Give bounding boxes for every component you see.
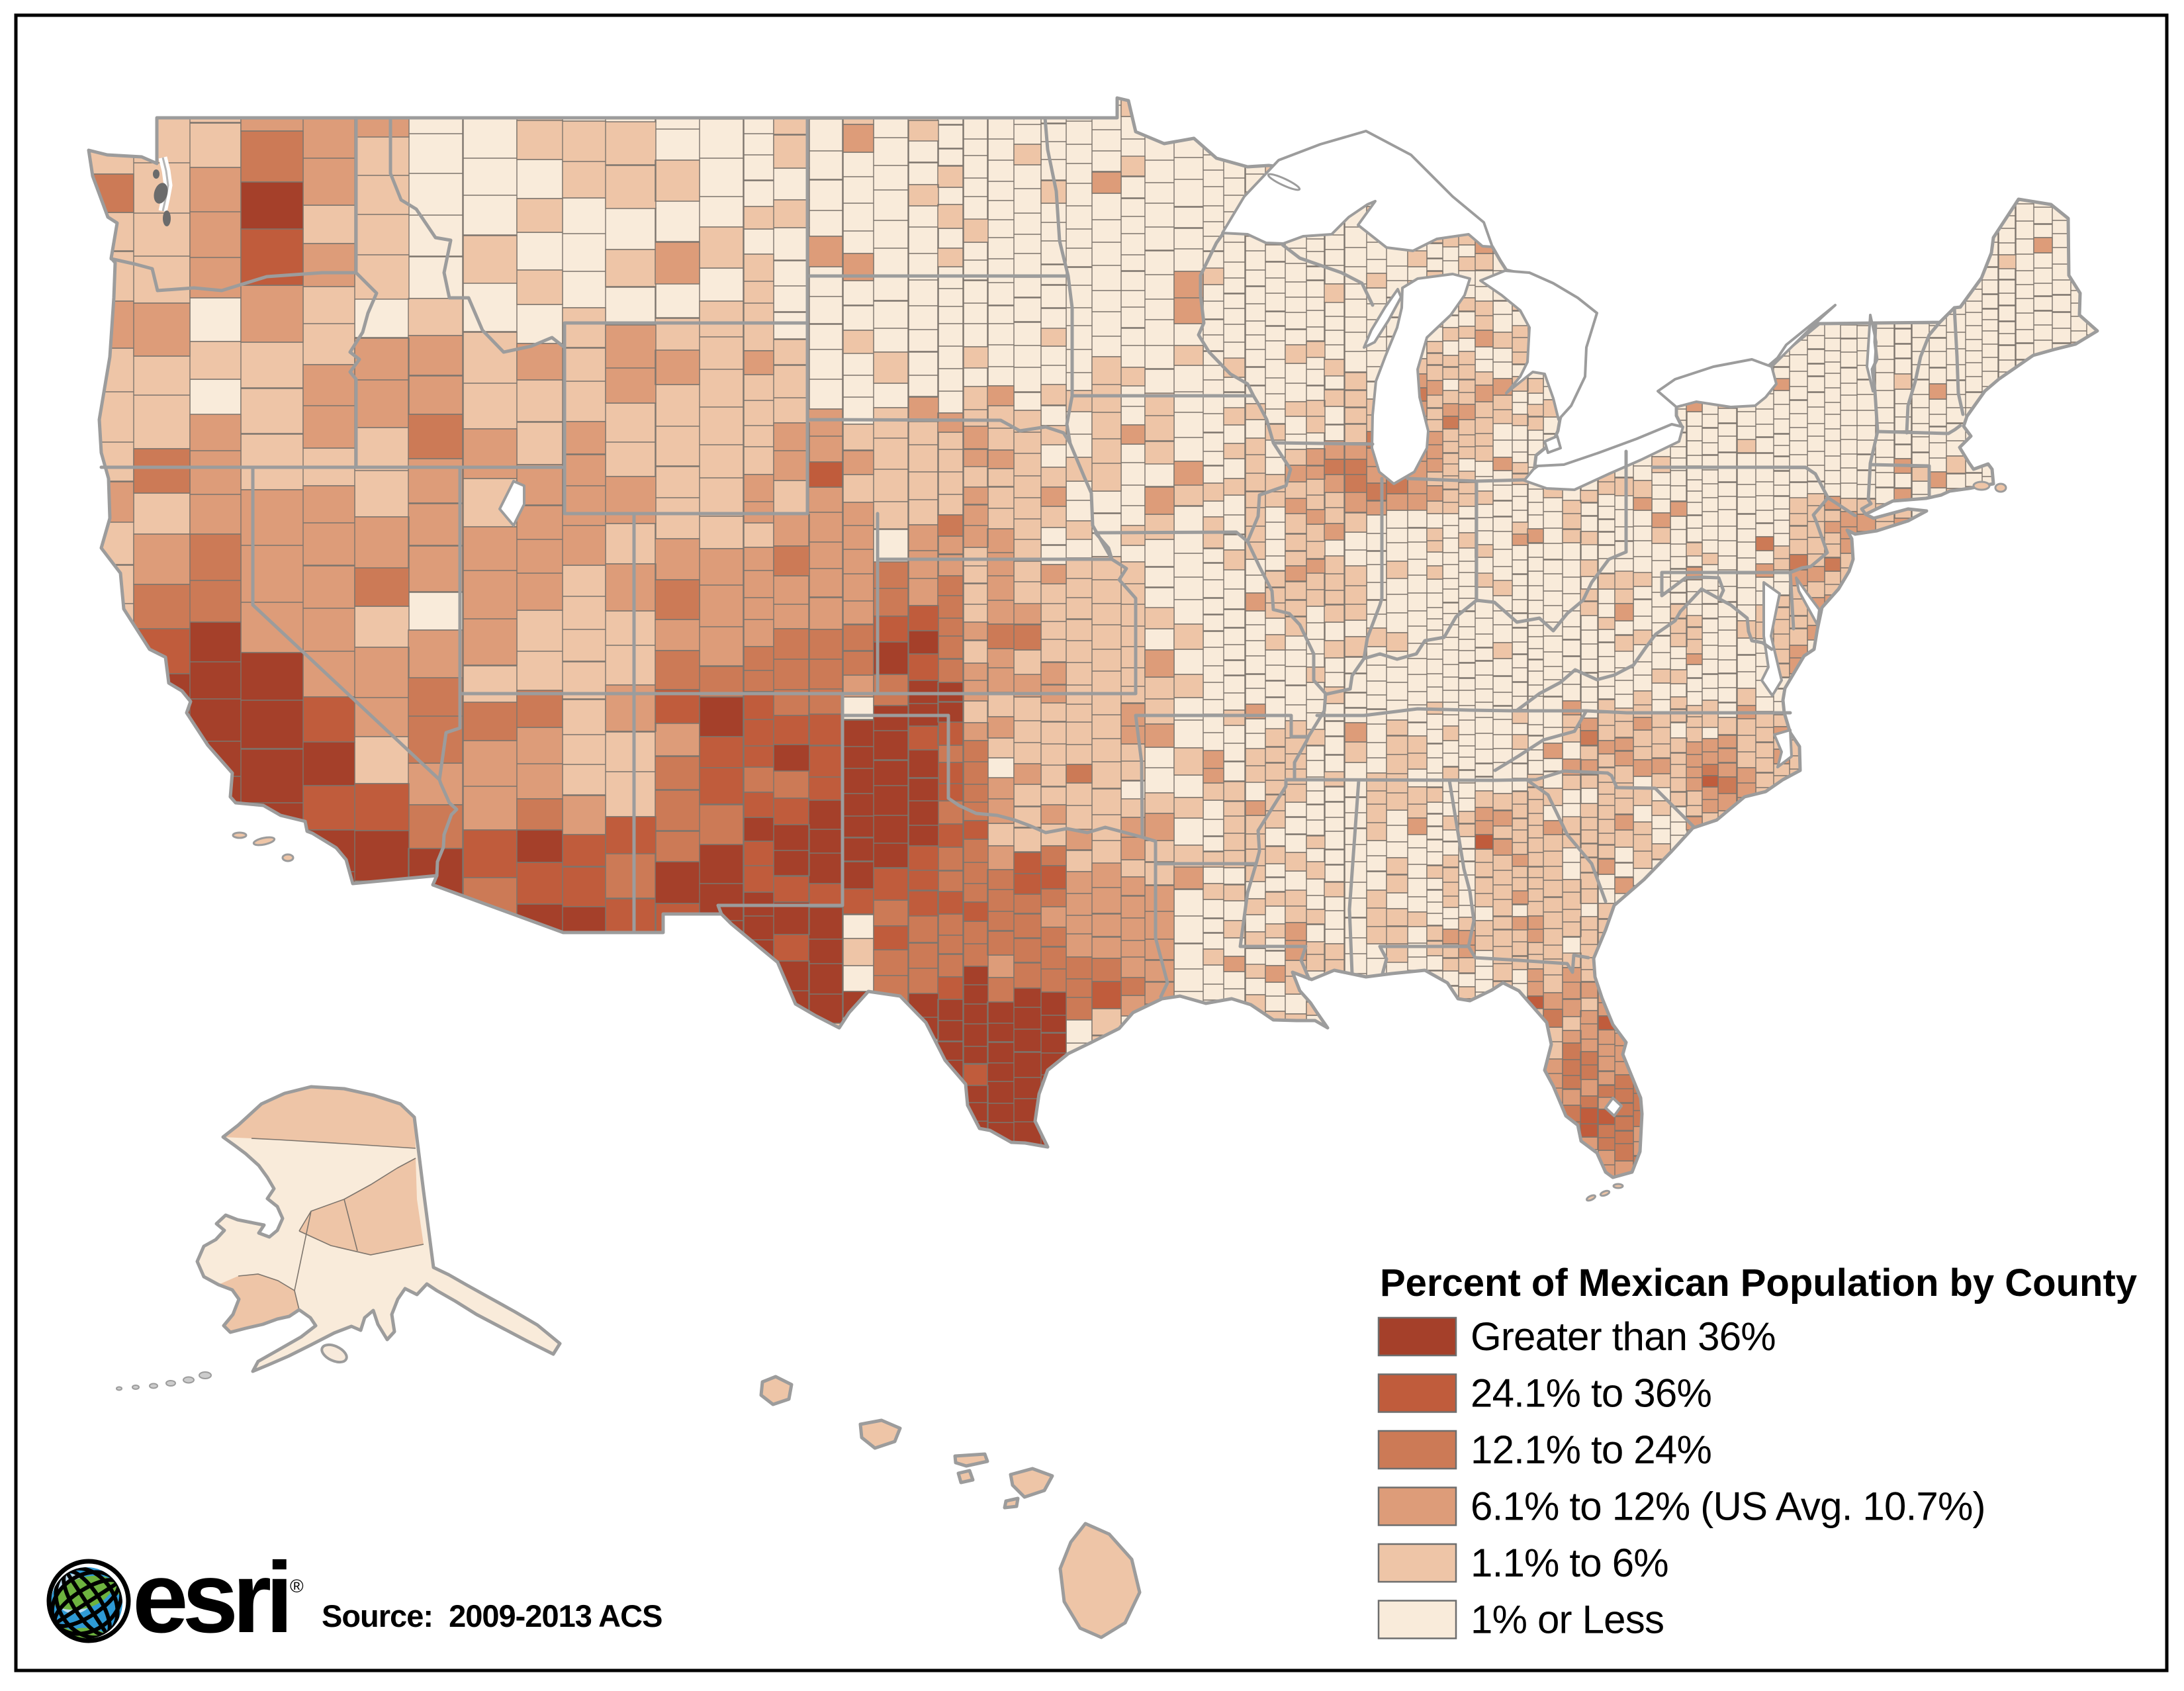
- svg-text:6.1% to 12% (US Avg. 10.7%): 6.1% to 12% (US Avg. 10.7%): [1471, 1485, 1985, 1529]
- svg-text:Greater than 36%: Greater than 36%: [1471, 1314, 1776, 1359]
- svg-text:esri: esri: [132, 1541, 287, 1654]
- svg-text:Percent of Mexican Population: Percent of Mexican Population by County: [1380, 1261, 2137, 1304]
- svg-text:12.1% to 24%: 12.1% to 24%: [1471, 1428, 1711, 1472]
- svg-text:®: ®: [290, 1576, 304, 1596]
- svg-text:Source: 2009-2013 ACS: Source: 2009-2013 ACS: [322, 1598, 662, 1633]
- svg-text:24.1% to 36%: 24.1% to 36%: [1471, 1371, 1711, 1416]
- svg-text:1.1% to 6%: 1.1% to 6%: [1471, 1541, 1668, 1585]
- svg-text:1% or Less: 1% or Less: [1471, 1598, 1664, 1642]
